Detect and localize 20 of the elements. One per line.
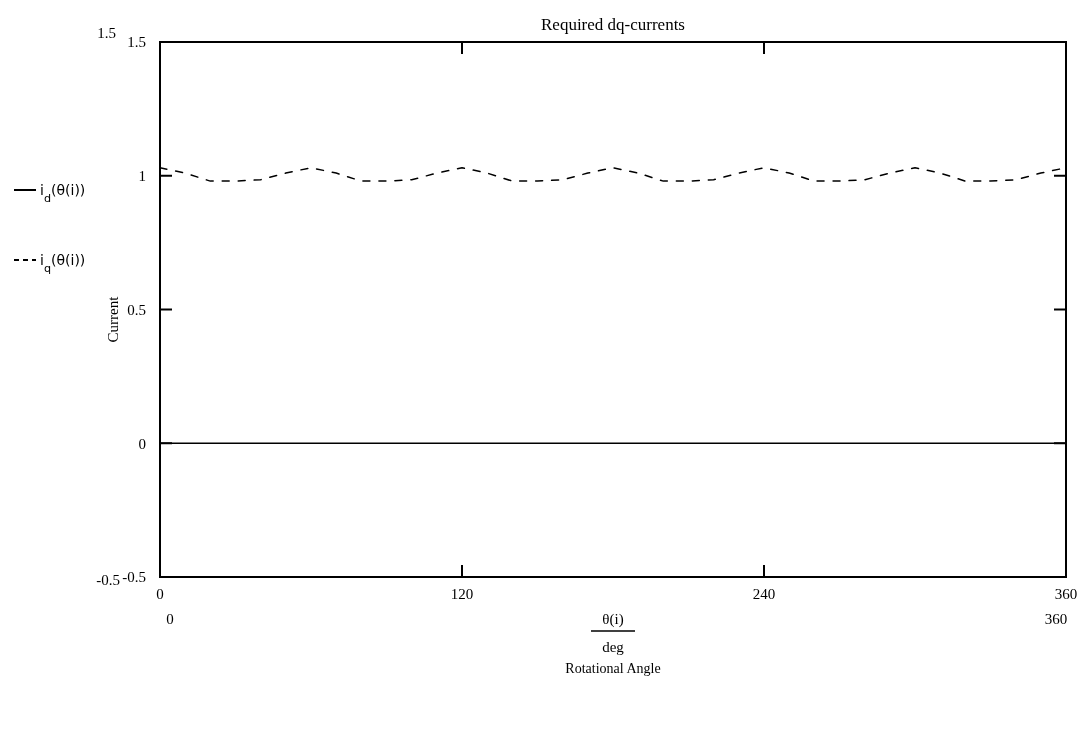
text: 360 (1044, 611, 1068, 627)
x-tick-label: 120 (450, 586, 474, 602)
y-tick-label: 1 (138, 168, 146, 184)
legend-label: i$_{d}$(θ(i)) (40, 182, 86, 205)
text: -0.5 (96, 572, 120, 588)
text: deg (602, 639, 625, 655)
y-tick-label: -0.5 (122, 569, 146, 586)
x-tick-label: 0 (156, 586, 164, 602)
y-tick-label: 1.5 (127, 34, 146, 51)
x-tick-label: 360 (1054, 586, 1078, 602)
y-axis-title: Current (105, 295, 121, 343)
chart-title: Required dq-currents (541, 15, 685, 34)
text: 0 (166, 611, 174, 627)
legend-label: i$_{q}$(θ(i)) (40, 252, 86, 275)
x-tick-label: 240 (752, 586, 776, 602)
x-axis-title: Rotational Angle (565, 661, 661, 676)
y-tick-label: 0.5 (127, 301, 146, 318)
text: θ(i) (602, 611, 624, 628)
text: 1.5 (97, 25, 116, 41)
y-tick-label: 0 (138, 435, 146, 452)
